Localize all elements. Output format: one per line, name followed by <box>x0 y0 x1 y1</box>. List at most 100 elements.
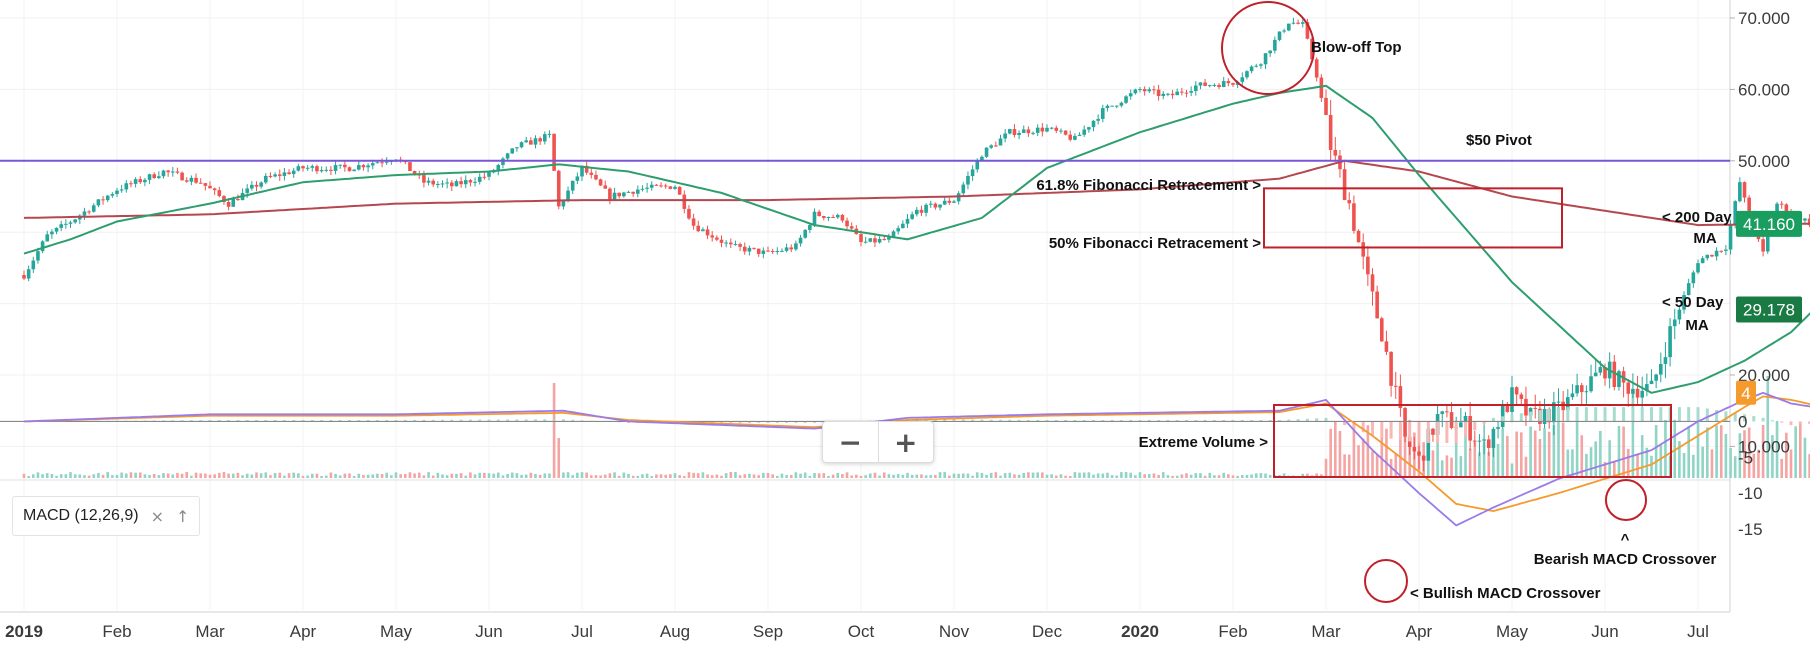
volume-bar <box>455 473 458 478</box>
volume-bar <box>1622 426 1625 478</box>
macd-histogram-bar <box>1557 407 1560 422</box>
candle <box>1045 127 1049 132</box>
candle <box>291 170 296 175</box>
candle <box>431 180 435 185</box>
volume-bar <box>399 474 402 478</box>
macd-histogram-bar <box>1073 420 1077 422</box>
macd-histogram-bar <box>999 419 1002 422</box>
candle <box>287 172 291 175</box>
candle <box>347 167 352 172</box>
macd-histogram-bar <box>199 420 203 422</box>
macd-histogram-bar <box>180 420 184 422</box>
zoom-in-button[interactable]: + <box>894 425 918 459</box>
volume-bar <box>1101 473 1105 478</box>
volume-bar <box>101 474 105 478</box>
candle <box>705 229 710 236</box>
volume-bar <box>948 475 951 478</box>
volume-bar <box>1134 475 1137 478</box>
close-icon[interactable]: × <box>150 506 164 526</box>
volume-bar <box>92 474 96 478</box>
candle <box>649 184 654 188</box>
volume-bar <box>1478 452 1481 478</box>
candle <box>831 217 835 219</box>
macd-histogram-bar <box>264 420 268 422</box>
volume-bar <box>999 475 1002 478</box>
svg-text:41.160: 41.160 <box>1743 215 1795 234</box>
macd-histogram-bar <box>1287 419 1291 422</box>
volume-bar <box>608 473 612 478</box>
macd-histogram-bar <box>1036 419 1040 422</box>
candle <box>1268 50 1272 54</box>
candle <box>738 244 742 247</box>
annotation-shapes <box>1221 1 1672 603</box>
macd-histogram-bar <box>813 421 816 423</box>
candle <box>380 162 384 164</box>
volume-bar <box>111 475 114 478</box>
arrow-up-icon[interactable]: ↑ <box>176 506 190 526</box>
volume-bar <box>929 475 933 478</box>
macd-axis: 0 -5 -10 -15 <box>1738 412 1763 539</box>
volume-bar <box>1543 428 1546 478</box>
time-tick-label: May <box>1496 622 1529 641</box>
candle <box>1017 132 1021 136</box>
candle <box>677 186 682 195</box>
volume-bar <box>311 473 314 478</box>
macd-histogram-bar <box>1408 421 1412 442</box>
ma50-price-badge: 29.178 <box>1736 296 1802 323</box>
candle <box>231 199 236 207</box>
volume-bar <box>543 473 547 478</box>
candle <box>370 163 375 166</box>
candle <box>1505 405 1510 412</box>
candle <box>1133 89 1138 94</box>
volume-bar <box>827 475 830 478</box>
candle <box>998 138 1003 146</box>
candle <box>1077 134 1082 136</box>
volume-bar <box>1152 473 1156 478</box>
macd-histogram-bar <box>1436 421 1440 443</box>
volume-bar <box>1715 425 1718 478</box>
volume-bar <box>780 473 784 478</box>
candle <box>333 165 338 171</box>
candle <box>1659 363 1663 375</box>
candle <box>1779 203 1784 205</box>
volume-bar <box>1199 473 1202 478</box>
macd-legend[interactable]: MACD (12,26,9) × ↑ <box>12 496 201 536</box>
zoom-out-button[interactable]: − <box>838 425 862 459</box>
macd-histogram-bar <box>980 419 984 422</box>
macd-histogram-bar <box>413 419 417 422</box>
macd-histogram-bar <box>329 420 333 422</box>
candle <box>1747 197 1751 219</box>
volume-bar <box>1380 433 1384 478</box>
candle <box>1324 97 1328 115</box>
candle <box>324 169 329 171</box>
macd-histogram-bar <box>803 421 807 423</box>
candle <box>984 147 989 157</box>
candle <box>612 192 617 200</box>
candle <box>1352 203 1356 231</box>
volume-bar <box>1180 474 1184 478</box>
volume-bar <box>952 473 956 478</box>
volume-bar <box>278 472 282 478</box>
volume-bar <box>845 472 849 478</box>
candle <box>1700 258 1705 264</box>
macd-histogram-bar <box>1640 407 1644 422</box>
candle <box>901 223 905 229</box>
volume-bar <box>1719 425 1723 478</box>
candle <box>645 187 649 189</box>
volume-bar <box>106 472 109 478</box>
volume-bar <box>1092 474 1095 478</box>
candle <box>1245 71 1249 78</box>
candle <box>626 191 631 193</box>
volume-bar <box>231 473 235 478</box>
volume-bar <box>776 475 779 478</box>
volume-bar <box>771 474 774 478</box>
volume-bar <box>534 473 537 478</box>
macd-histogram-bar <box>1743 414 1746 422</box>
macd-histogram-bar <box>1650 407 1653 422</box>
candle <box>194 177 198 183</box>
volume-bar <box>492 473 495 478</box>
candle <box>375 162 380 164</box>
candle <box>668 186 673 189</box>
candle <box>1156 89 1161 96</box>
